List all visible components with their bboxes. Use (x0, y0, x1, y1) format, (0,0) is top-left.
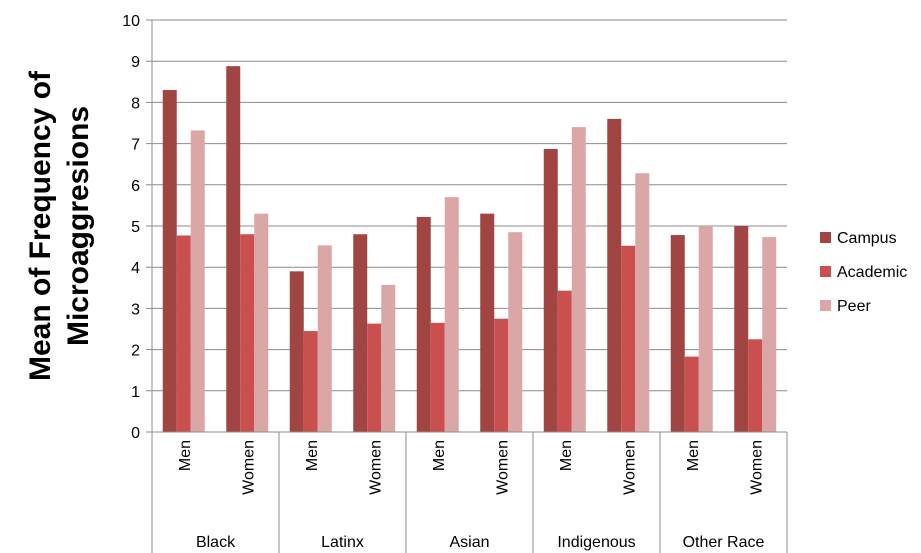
legend-swatch (820, 300, 831, 311)
bar-peer-indigenous-women (635, 173, 650, 432)
y-axis-ticks: 0 1 2 3 4 5 6 7 8 9 10 (122, 13, 152, 442)
bar-academic-asian-men (430, 322, 445, 432)
x-group-label: Other Race (683, 534, 765, 551)
bar-peer-latinx-men (317, 245, 332, 432)
legend: Campus Academic Peer (820, 230, 907, 315)
y-tick-label: 4 (131, 260, 140, 277)
bar-academic-indigenous-men (557, 290, 572, 432)
x-subcategory-label: Women (621, 440, 638, 495)
legend-entry-label: Peer (837, 298, 871, 315)
bar-academic-indigenous-women (621, 245, 636, 432)
legend-swatch (820, 232, 831, 243)
x-subcategory-label: Women (240, 440, 257, 495)
legend-swatch (820, 266, 831, 277)
bar-campus-black-women (226, 66, 241, 433)
y-tick-label: 10 (122, 13, 140, 30)
y-tick-label: 1 (131, 384, 140, 401)
x-group-label: Latinx (321, 534, 364, 551)
bar-campus-indigenous-men (543, 148, 558, 432)
bar-peer-other-race-men (698, 226, 713, 432)
y-tick-label: 5 (131, 219, 140, 236)
bar-campus-other-race-men (670, 235, 685, 432)
y-tick-label: 3 (131, 301, 140, 318)
bar-academic-other-race-men (684, 356, 699, 432)
bar-campus-latinx-men (289, 271, 304, 432)
bar-peer-black-men (190, 130, 205, 432)
bar-peer-latinx-women (381, 284, 396, 432)
bars (162, 66, 777, 433)
x-subcategory-label: Women (494, 440, 511, 495)
legend-entry-label: Campus (837, 230, 897, 247)
y-tick-label: 7 (131, 137, 140, 154)
bar-academic-black-men (176, 235, 191, 432)
bar-peer-black-women (254, 213, 269, 432)
y-axis-label: Mean of Frequency of Microaggresions (24, 70, 95, 381)
x-axis: Men Women Men Women Men Women Men Women Men Women… (151, 20, 788, 553)
bar-peer-asian-men (444, 197, 459, 432)
y-tick-label: 0 (131, 425, 140, 442)
y-axis-label-line-1: Mean of Frequency of (24, 70, 57, 381)
bar-academic-latinx-women (367, 323, 382, 432)
x-subcategory-label: Men (558, 440, 575, 471)
bar-academic-latinx-men (303, 331, 318, 432)
bar-campus-indigenous-women (607, 118, 622, 432)
x-subcategory-label: Men (304, 440, 321, 471)
x-subcategory-label: Men (431, 440, 448, 471)
bar-peer-other-race-women (762, 237, 777, 432)
bar-campus-other-race-women (734, 226, 749, 432)
bar-campus-asian-men (416, 216, 431, 432)
y-tick-label: 8 (131, 95, 140, 112)
x-group-label: Indigenous (557, 534, 635, 551)
x-group-label: Black (196, 534, 236, 551)
bar-campus-black-men (162, 90, 177, 432)
bar-academic-black-women (240, 234, 255, 432)
x-subcategory-label: Men (177, 440, 194, 471)
bar-campus-asian-women (480, 213, 495, 432)
legend-entry-label: Academic (837, 264, 907, 281)
y-tick-label: 9 (131, 54, 140, 71)
bar-academic-other-race-women (748, 339, 763, 432)
y-tick-label: 2 (131, 343, 140, 360)
x-subcategory-label: Men (685, 440, 702, 471)
x-group-label: Asian (449, 534, 489, 551)
bar-peer-indigenous-men (571, 127, 586, 433)
bar-academic-asian-women (494, 318, 509, 432)
x-subcategory-label: Women (367, 440, 384, 495)
y-axis-label-line-2: Microaggresions (62, 106, 95, 346)
bar-campus-latinx-women (353, 234, 368, 432)
bar-peer-asian-women (508, 232, 523, 432)
y-tick-label: 6 (131, 178, 140, 195)
x-subcategory-label: Women (748, 440, 765, 495)
